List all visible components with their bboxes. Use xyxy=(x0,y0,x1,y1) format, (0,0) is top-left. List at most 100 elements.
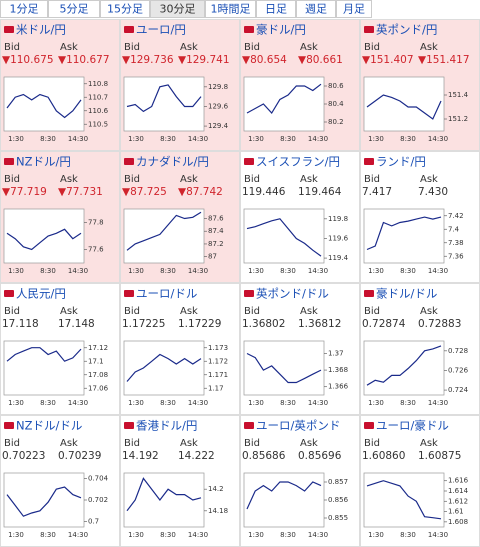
chart-area xyxy=(123,76,205,132)
y-tick-label: 80.2 xyxy=(328,118,344,126)
chart-area xyxy=(3,472,85,528)
y-tick-label: 14.2 xyxy=(208,485,224,493)
x-tick-label: 1:30 xyxy=(248,267,264,275)
ask-value: ▼110.677 xyxy=(58,54,110,66)
chart-area xyxy=(243,472,325,528)
pair-title[interactable]: ユーロ/英ポンド xyxy=(256,419,340,433)
y-tick-label: 87 xyxy=(208,253,217,261)
tab-label[interactable]: 日足 xyxy=(265,3,287,16)
tab[interactable] xyxy=(256,0,296,18)
tab[interactable] xyxy=(296,0,336,18)
pair-title[interactable]: 英ポンド/円 xyxy=(376,23,437,37)
bid-label: Bid xyxy=(244,438,260,449)
pair-title[interactable]: ユーロ/円 xyxy=(136,23,186,37)
tab-label[interactable]: 1時間足 xyxy=(211,3,251,16)
y-tick-label: 1.37 xyxy=(328,349,344,357)
chart-area xyxy=(363,208,445,264)
ask-label: Ask xyxy=(300,42,318,53)
tab-label[interactable]: 1分足 xyxy=(10,3,39,16)
y-tick-label: 110.6 xyxy=(88,107,109,115)
pair-title[interactable]: ユーロ/ドル xyxy=(136,287,197,301)
pair-title[interactable]: カナダドル/円 xyxy=(136,155,209,169)
ask-value: ▼129.741 xyxy=(178,54,230,66)
x-tick-label: 14:30 xyxy=(188,531,208,539)
bid-label: Bid xyxy=(244,42,260,53)
ask-label: Ask xyxy=(420,306,438,317)
y-tick-label: 119.8 xyxy=(328,215,348,223)
pair-title[interactable]: ユーロ/豪ドル xyxy=(376,419,449,433)
tab[interactable] xyxy=(0,0,48,18)
ask-value: 14.222 xyxy=(178,450,215,462)
y-tick-label: 1.172 xyxy=(208,357,228,365)
price-line xyxy=(6,228,82,251)
pair-title[interactable]: スイスフラン/円 xyxy=(256,155,340,169)
x-tick-label: 8:30 xyxy=(280,135,296,143)
price-line xyxy=(6,347,82,362)
pair-title[interactable]: 米ドル/円 xyxy=(16,23,66,37)
ask-label: Ask xyxy=(300,438,318,449)
tab[interactable] xyxy=(100,0,150,18)
x-tick-label: 1:30 xyxy=(248,399,264,407)
y-tick-label: 129.8 xyxy=(208,83,228,91)
tab[interactable] xyxy=(48,0,100,18)
bid-label: Bid xyxy=(244,174,260,185)
flag-icon xyxy=(4,290,14,297)
chart-area xyxy=(243,76,325,132)
pair-title[interactable]: 香港ドル/円 xyxy=(136,419,197,433)
price-line xyxy=(366,216,442,251)
x-tick-label: 14:30 xyxy=(68,267,88,275)
price-line xyxy=(246,218,322,257)
bid-label: Bid xyxy=(244,306,260,317)
x-tick-label: 14:30 xyxy=(188,267,208,275)
price-line xyxy=(126,477,202,512)
price-line xyxy=(246,481,322,510)
pair-title[interactable]: 人民元/円 xyxy=(16,287,66,301)
x-tick-label: 14:30 xyxy=(308,135,328,143)
flag-icon xyxy=(4,26,14,33)
chart-area xyxy=(123,472,205,528)
tab-label[interactable]: 週足 xyxy=(305,3,327,16)
price-line xyxy=(246,352,322,384)
y-tick-label: 0.726 xyxy=(448,366,469,374)
bid-value: ▼77.719 xyxy=(2,186,47,198)
pair-title[interactable]: ランド/円 xyxy=(376,155,426,169)
flag-icon xyxy=(364,158,374,165)
ask-label: Ask xyxy=(180,438,198,449)
x-tick-label: 14:30 xyxy=(308,267,328,275)
y-tick-label: 0.855 xyxy=(328,514,348,522)
y-tick-label: 77.8 xyxy=(88,219,104,227)
x-tick-label: 14:30 xyxy=(428,267,448,275)
pair-title[interactable]: 豪ドル/ドル xyxy=(376,287,437,301)
y-tick-label: 110.7 xyxy=(88,93,108,101)
tab[interactable] xyxy=(205,0,256,18)
x-tick-label: 1:30 xyxy=(8,531,24,539)
bid-label: Bid xyxy=(364,42,380,53)
ask-value: ▼77.731 xyxy=(58,186,103,198)
chart-area xyxy=(3,76,85,132)
pair-title[interactable]: NZドル/ドル xyxy=(16,419,82,433)
ask-value: ▼80.661 xyxy=(298,54,343,66)
ask-value: 17.148 xyxy=(58,318,95,330)
pair-title[interactable]: 豪ドル/円 xyxy=(256,23,306,37)
tab[interactable] xyxy=(336,0,372,18)
tab xyxy=(150,0,205,18)
bid-value: 0.72874 xyxy=(362,318,406,330)
pair-title[interactable]: NZドル/円 xyxy=(16,155,71,169)
price-line xyxy=(366,94,442,120)
flag-icon xyxy=(124,158,134,165)
pair-title[interactable]: 英ポンド/ドル xyxy=(256,287,329,301)
bid-label: Bid xyxy=(364,174,380,185)
tab-label[interactable]: 月足 xyxy=(343,3,365,16)
y-tick-label: 1.616 xyxy=(448,477,469,485)
x-tick-label: 8:30 xyxy=(40,267,56,275)
ask-label: Ask xyxy=(60,438,78,449)
x-tick-label: 1:30 xyxy=(368,531,384,539)
tab-label[interactable]: 5分足 xyxy=(60,3,89,16)
tab-label[interactable]: 15分足 xyxy=(107,3,143,16)
x-tick-label: 8:30 xyxy=(40,531,56,539)
y-tick-label: 0.728 xyxy=(448,347,468,355)
y-tick-label: 80.6 xyxy=(328,82,344,90)
y-tick-label: 1.614 xyxy=(448,487,469,495)
x-tick-label: 1:30 xyxy=(248,135,264,143)
bid-label: Bid xyxy=(4,306,20,317)
